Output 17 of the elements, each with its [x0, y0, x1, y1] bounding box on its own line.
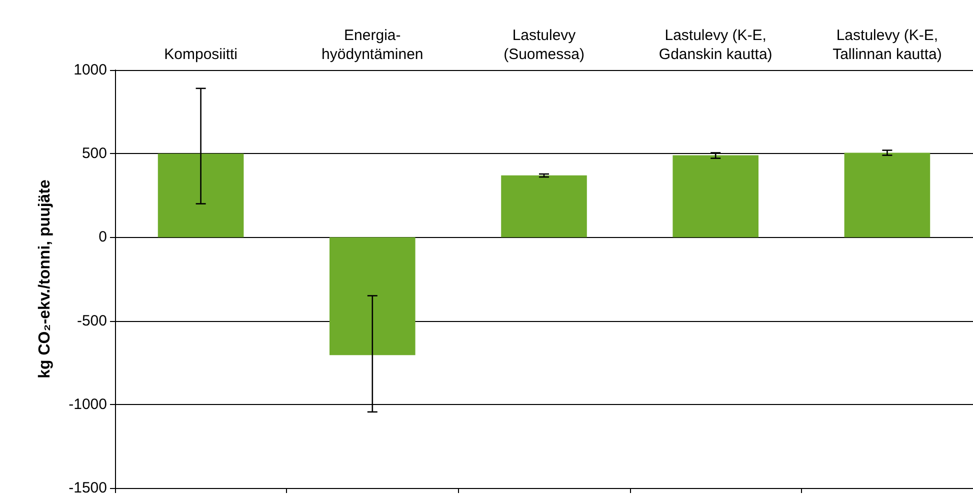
y-tick-label: -1500	[68, 480, 107, 496]
bar	[844, 152, 930, 238]
y-tick-label: -1000	[68, 396, 107, 413]
x-tick-label: Lastulevy (K-E, Tallinnan kautta)	[832, 27, 942, 63]
y-tick-label: 500	[82, 145, 107, 162]
bar	[158, 154, 244, 238]
bar	[330, 237, 416, 356]
bar	[501, 175, 587, 238]
x-tick-label: Lastulevy (K-E, Gdanskin kautta)	[658, 27, 772, 63]
x-tick-label: Komposiitti	[164, 46, 238, 63]
y-tick-label: -500	[76, 312, 107, 330]
x-tick-label: Lastulevy (Suomessa)	[504, 27, 584, 63]
bar	[672, 155, 758, 238]
y-tick-label: 1000	[74, 62, 107, 78]
y-tick-label: 0	[98, 228, 107, 246]
x-tick-label: Energia- hyödyntäminen	[322, 27, 424, 63]
y-axis-title: kg CO₂-ekv./tonni, puujäte	[36, 179, 54, 378]
